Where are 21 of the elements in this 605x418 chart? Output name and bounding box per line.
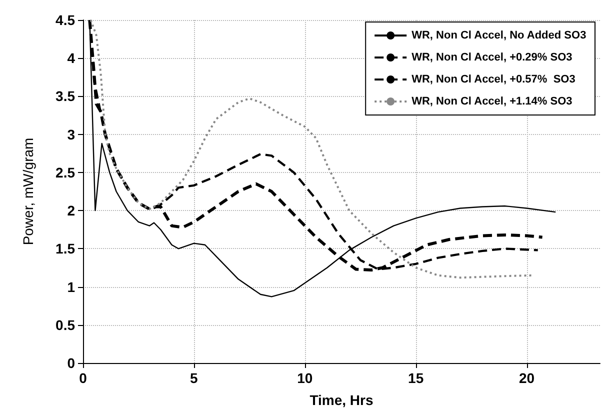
legend-label: WR, Non Cl Accel, +1.14% SO3	[412, 96, 572, 108]
y-tick-label: 4	[67, 50, 76, 66]
x-tick-label: 0	[79, 370, 88, 386]
x-axis-title: Time, Hrs	[310, 392, 374, 408]
y-tick-label: 3.5	[56, 88, 76, 104]
legend-label: WR, Non Cl Accel, +0.29% SO3	[412, 52, 572, 64]
legend-label: WR, Non Cl Accel, +0.57% SO3	[412, 74, 576, 86]
y-tick-label: 3	[67, 126, 76, 142]
y-tick-label: 2	[67, 202, 76, 219]
y-tick-label: 1.5	[56, 240, 76, 257]
y-tick-label: 1	[67, 278, 76, 295]
y-tick-label: 2.5	[56, 164, 76, 180]
x-tick-label: 10	[297, 370, 313, 386]
y-tick-label: 0.5	[56, 316, 76, 333]
y-axis-title: Power, mW/gram	[20, 138, 36, 246]
x-tick-label: 5	[190, 370, 198, 386]
y-tick-label: 4.5	[56, 12, 76, 28]
x-tick-label: 15	[408, 370, 424, 386]
legend-label: WR, Non Cl Accel, No Added SO3	[412, 30, 586, 42]
x-tick-label: 20	[518, 370, 535, 386]
y-tick-label: 0	[67, 355, 76, 371]
